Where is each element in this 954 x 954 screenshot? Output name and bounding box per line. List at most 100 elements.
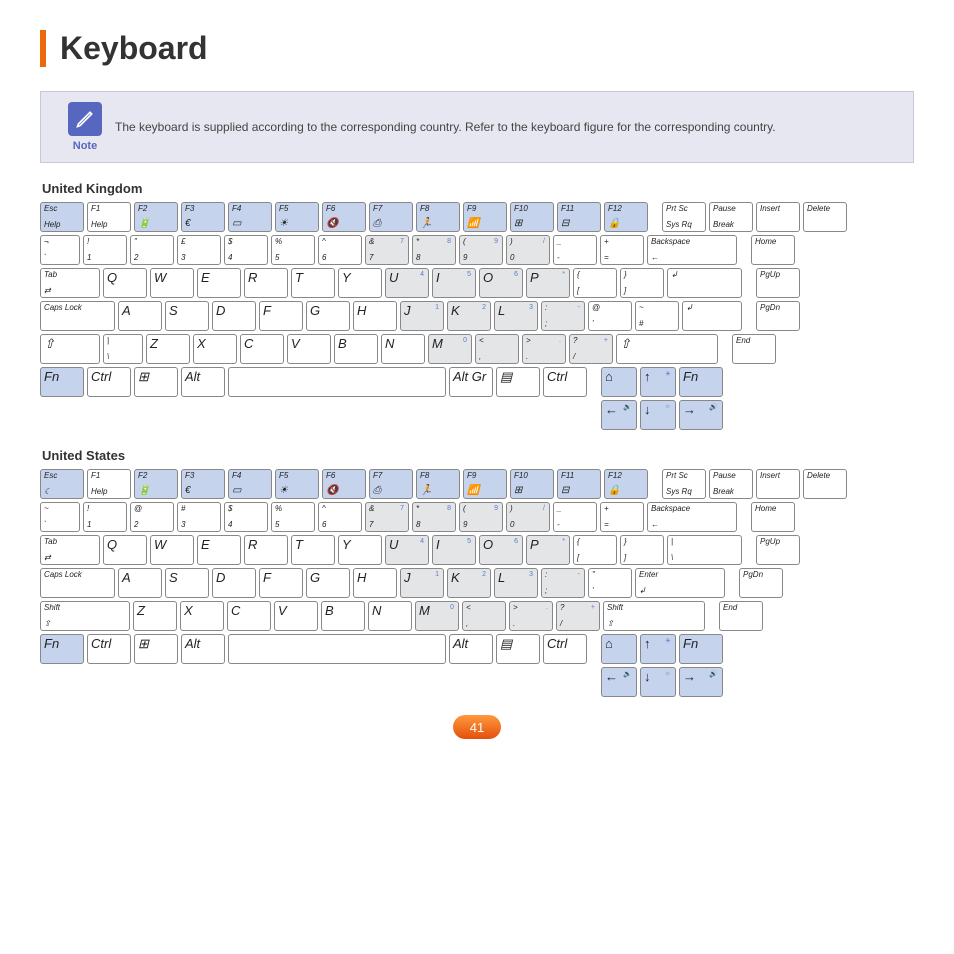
key: #3 <box>177 502 221 532</box>
keyboard-diagram: EscHelpF1HelpF2🔋F3€F4▭F5☀F6🔇F7⎙F8🏃F9📶F10… <box>40 202 910 430</box>
key: *P <box>526 268 570 298</box>
key: F11⊟ <box>557 469 601 499</box>
key: ☀↑ <box>640 367 676 397</box>
key: Fn <box>679 367 723 397</box>
key: ⇧ <box>40 334 100 364</box>
key: Backspace← <box>647 502 737 532</box>
key: Alt <box>449 634 493 664</box>
key: 4U <box>385 268 429 298</box>
key: Y <box>338 535 382 565</box>
key: B <box>321 601 365 631</box>
key: 9(9 <box>459 502 503 532</box>
key: Enter↲ <box>635 568 725 598</box>
key: Alt <box>181 634 225 664</box>
key: C <box>227 601 271 631</box>
key: !1 <box>83 235 127 265</box>
key: PgDn <box>739 568 783 598</box>
key: 🔉← <box>601 400 637 430</box>
key: E <box>197 535 241 565</box>
key <box>228 367 446 397</box>
key: ~` <box>40 502 80 532</box>
key: PauseBreak <box>709 469 753 499</box>
key: Tab⇄ <box>40 268 100 298</box>
note-icon <box>68 102 102 136</box>
key: |\ <box>103 334 143 364</box>
key: F <box>259 301 303 331</box>
key: %5 <box>271 235 315 265</box>
key: <, <box>462 601 506 631</box>
key: Prt ScSys Rq <box>662 469 706 499</box>
key: !1 <box>83 502 127 532</box>
key: F7⎙ <box>369 469 413 499</box>
key: @2 <box>130 502 174 532</box>
key: 🔉← <box>601 667 637 697</box>
key: {[ <box>573 268 617 298</box>
key: F8🏃 <box>416 469 460 499</box>
key: Fn <box>40 634 84 664</box>
key: += <box>600 502 644 532</box>
key: PgUp <box>756 268 800 298</box>
key: F1Help <box>87 202 131 232</box>
page-title: Keyboard <box>60 30 914 67</box>
key: 6O <box>479 535 523 565</box>
key: %5 <box>271 502 315 532</box>
key: "' <box>588 568 632 598</box>
key: N <box>368 601 412 631</box>
key: X <box>180 601 224 631</box>
key: ⌂ <box>601 634 637 664</box>
key: F6🔇 <box>322 469 366 499</box>
key: _- <box>553 502 597 532</box>
key: Shift⇧ <box>40 601 130 631</box>
keyboard-layout-label: United States <box>42 448 914 463</box>
key: ⇧ <box>616 334 718 364</box>
note-label: Note <box>55 140 115 152</box>
key: F4▭ <box>228 469 272 499</box>
key: F1Help <box>87 469 131 499</box>
key: /)0 <box>506 235 550 265</box>
note-callout: Note The keyboard is supplied according … <box>40 91 914 163</box>
key: 5I <box>432 535 476 565</box>
key: 8*8 <box>412 235 456 265</box>
key: "2 <box>130 235 174 265</box>
page-number: 41 <box>453 715 501 739</box>
key: Q <box>103 535 147 565</box>
key: Z <box>146 334 190 364</box>
key: Esc☾ <box>40 469 84 499</box>
key: 1J <box>400 301 444 331</box>
key: S <box>165 568 209 598</box>
key: .>. <box>522 334 566 364</box>
keyboard-layout-label: United Kingdom <box>42 181 914 196</box>
key: S <box>165 301 209 331</box>
key: +?/ <box>569 334 613 364</box>
key: F2🔋 <box>134 469 178 499</box>
key: A <box>118 301 162 331</box>
key: Q <box>103 268 147 298</box>
key: Insert <box>756 202 800 232</box>
key: *P <box>526 535 570 565</box>
key: += <box>600 235 644 265</box>
key: ☼↓ <box>640 400 676 430</box>
key: ^6 <box>318 235 362 265</box>
key: W <box>150 535 194 565</box>
key: }] <box>620 268 664 298</box>
key: 🔊→ <box>679 400 723 430</box>
key: 3L <box>494 568 538 598</box>
key: X <box>193 334 237 364</box>
key: }] <box>620 535 664 565</box>
key: End <box>719 601 763 631</box>
key: D <box>212 568 256 598</box>
key: 2K <box>447 568 491 598</box>
key: F4▭ <box>228 202 272 232</box>
key: G <box>306 301 350 331</box>
key: ¬` <box>40 235 80 265</box>
key: End <box>732 334 776 364</box>
key: Prt ScSys Rq <box>662 202 706 232</box>
key: Shift⇧ <box>603 601 705 631</box>
key: W <box>150 268 194 298</box>
key: C <box>240 334 284 364</box>
key: 9(9 <box>459 235 503 265</box>
key: 0M <box>428 334 472 364</box>
key: 4U <box>385 535 429 565</box>
key: Ctrl <box>543 367 587 397</box>
key: Insert <box>756 469 800 499</box>
